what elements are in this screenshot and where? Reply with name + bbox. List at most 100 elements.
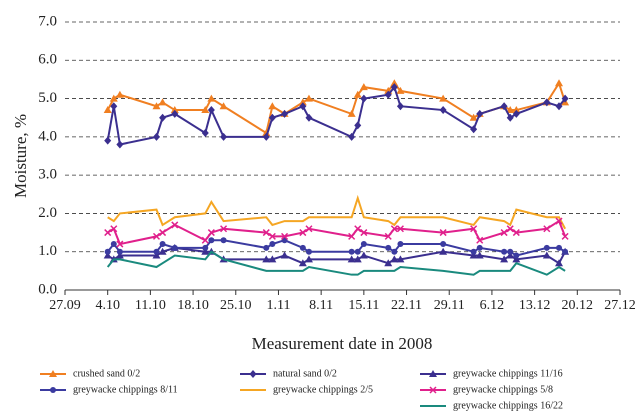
marker bbox=[171, 109, 179, 118]
marker bbox=[359, 251, 368, 259]
marker bbox=[396, 255, 405, 263]
marker bbox=[110, 241, 117, 248]
marker bbox=[354, 248, 361, 255]
marker bbox=[439, 229, 447, 237]
marker bbox=[512, 229, 520, 237]
marker bbox=[506, 251, 515, 259]
marker bbox=[268, 232, 276, 240]
marker bbox=[220, 132, 228, 141]
marker bbox=[360, 229, 368, 237]
marker bbox=[360, 94, 368, 103]
marker bbox=[263, 244, 270, 251]
y-tick-label: 3.0 bbox=[38, 167, 57, 183]
marker bbox=[555, 102, 563, 111]
marker bbox=[396, 102, 404, 111]
x-tick-label: 20.12 bbox=[562, 298, 594, 313]
marker bbox=[170, 106, 179, 114]
marker bbox=[470, 125, 478, 134]
marker bbox=[507, 248, 514, 255]
x-tick-label: 13.12 bbox=[519, 298, 551, 313]
marker bbox=[561, 94, 569, 103]
marker bbox=[397, 241, 404, 248]
legend-label: greywacke chippings 16/22 bbox=[453, 400, 563, 411]
legend-label: natural sand 0/2 bbox=[273, 368, 337, 379]
marker bbox=[305, 113, 313, 122]
marker bbox=[262, 132, 270, 141]
marker bbox=[115, 90, 124, 98]
series-line bbox=[107, 194, 566, 230]
marker bbox=[391, 248, 398, 255]
marker bbox=[555, 217, 563, 225]
x-tick-label: 8.11 bbox=[309, 298, 333, 313]
marker bbox=[152, 232, 161, 240]
marker bbox=[439, 247, 448, 255]
marker bbox=[208, 237, 215, 244]
marker bbox=[469, 113, 478, 121]
marker bbox=[384, 232, 392, 240]
marker bbox=[390, 83, 398, 92]
marker bbox=[201, 106, 210, 114]
marker bbox=[104, 229, 112, 237]
marker bbox=[354, 121, 362, 130]
marker bbox=[506, 106, 515, 114]
marker bbox=[268, 255, 277, 263]
x-tick-label: 6.12 bbox=[480, 298, 505, 313]
marker bbox=[385, 244, 392, 251]
marker bbox=[201, 236, 209, 244]
y-axis-label: Moisture, % bbox=[11, 114, 30, 198]
y-tick-label: 1.0 bbox=[38, 243, 57, 259]
marker bbox=[429, 386, 437, 394]
marker bbox=[469, 251, 478, 259]
marker bbox=[158, 98, 167, 106]
marker bbox=[103, 251, 112, 259]
marker bbox=[348, 232, 356, 240]
y-tick-label: 2.0 bbox=[38, 205, 57, 221]
marker bbox=[220, 237, 227, 244]
marker bbox=[202, 244, 209, 251]
marker bbox=[556, 244, 563, 251]
y-tick-label: 0.0 bbox=[38, 281, 57, 297]
y-tick-label: 4.0 bbox=[38, 128, 57, 144]
x-tick-label: 25.10 bbox=[220, 298, 252, 313]
marker bbox=[512, 255, 521, 263]
marker bbox=[152, 132, 160, 141]
marker bbox=[390, 255, 399, 263]
marker bbox=[506, 113, 514, 122]
x-tick-label: 15.11 bbox=[348, 298, 379, 313]
marker bbox=[470, 225, 478, 233]
marker bbox=[353, 90, 362, 98]
series-line bbox=[106, 250, 566, 276]
marker bbox=[116, 240, 124, 248]
marker bbox=[506, 225, 514, 233]
marker bbox=[359, 83, 368, 91]
marker bbox=[159, 241, 166, 248]
marker bbox=[298, 259, 307, 267]
marker bbox=[429, 370, 437, 377]
marker bbox=[555, 79, 564, 87]
marker bbox=[152, 102, 161, 110]
marker bbox=[299, 102, 307, 111]
marker bbox=[171, 244, 178, 251]
marker bbox=[500, 255, 509, 263]
marker bbox=[512, 109, 520, 118]
marker bbox=[110, 102, 118, 111]
marker bbox=[542, 251, 551, 259]
marker bbox=[304, 255, 313, 263]
x-tick-label: 4.10 bbox=[95, 298, 120, 313]
marker bbox=[543, 225, 551, 233]
marker bbox=[103, 106, 112, 114]
marker bbox=[513, 252, 520, 259]
marker bbox=[384, 90, 392, 99]
marker bbox=[262, 129, 271, 137]
marker bbox=[305, 248, 312, 255]
legend-label: greywacke chippings 11/16 bbox=[453, 368, 563, 379]
marker bbox=[281, 232, 289, 240]
x-tick-label: 29.11 bbox=[434, 298, 465, 313]
marker bbox=[104, 248, 111, 255]
marker bbox=[390, 225, 398, 233]
marker bbox=[543, 98, 551, 107]
y-tick-label: 7.0 bbox=[38, 13, 57, 29]
y-tick-label: 6.0 bbox=[38, 52, 57, 68]
marker bbox=[347, 109, 356, 117]
